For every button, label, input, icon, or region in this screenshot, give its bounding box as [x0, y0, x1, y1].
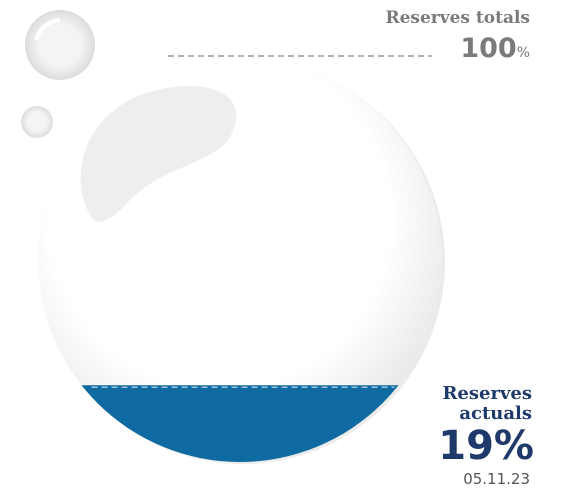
water [38, 385, 442, 462]
tank-highlight [80, 86, 237, 222]
current-value: 19% [438, 424, 534, 468]
total-value: 100% [460, 34, 530, 68]
current-number: 19 [438, 423, 494, 469]
unit: % [516, 45, 530, 61]
bubble [21, 106, 53, 138]
unit: % [493, 423, 534, 469]
total-number: 100 [460, 33, 517, 64]
date: 05.11.23 [463, 470, 530, 488]
total-label: Reserves totals [385, 8, 530, 28]
bubble-shine [34, 18, 61, 41]
current-label: Reserves actuals [442, 383, 532, 424]
